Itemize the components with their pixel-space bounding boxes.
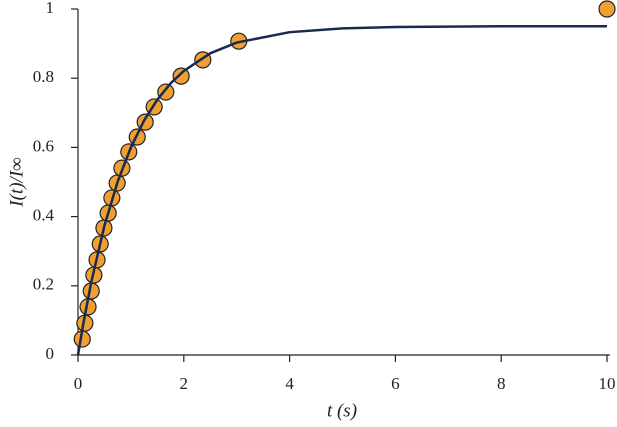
y-tick-label: 0.8 <box>33 67 54 86</box>
x-tick-label: 10 <box>599 374 616 393</box>
x-tick-label: 8 <box>497 374 506 393</box>
y-tick-label: 0 <box>46 344 55 363</box>
x-tick-label: 4 <box>285 374 294 393</box>
fit-line <box>76 25 607 356</box>
x-tick-label: 6 <box>391 374 400 393</box>
y-axis-label: I(t)/I∞ <box>6 157 27 207</box>
data-point <box>598 0 616 18</box>
y-tick-label: 0.6 <box>33 136 54 155</box>
y-tick-label: 1 <box>46 0 55 17</box>
data-point <box>172 67 190 85</box>
y-tick-label: 0.2 <box>33 275 54 294</box>
y-tick-label: 0.4 <box>33 206 55 225</box>
x-axis-label: t (s) <box>327 400 357 421</box>
x-tick-label: 2 <box>180 374 189 393</box>
x-tick-label: 0 <box>74 374 83 393</box>
